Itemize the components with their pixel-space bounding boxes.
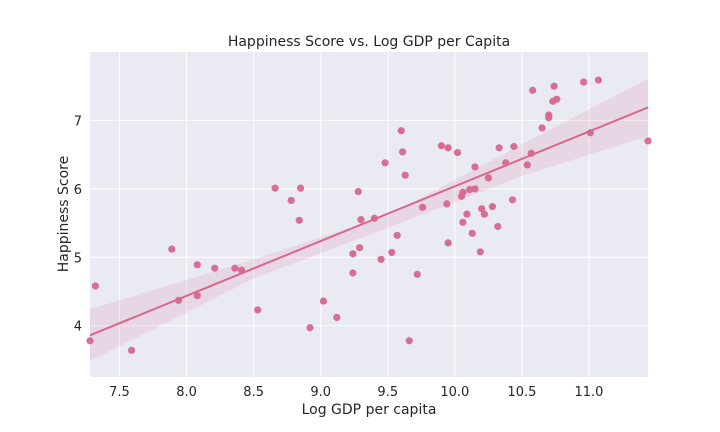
scatter-point <box>580 78 588 86</box>
scatter-point <box>296 184 305 192</box>
y-tick-labels: 4 5 6 7 <box>74 114 82 334</box>
scatter-point <box>381 159 389 167</box>
scatter-point <box>644 137 652 145</box>
scatter-point <box>484 174 492 182</box>
scatter-point <box>193 261 201 269</box>
scatter-point <box>459 188 467 196</box>
scatter-point <box>453 148 462 157</box>
y-axis-label: Happiness Score <box>56 156 72 273</box>
scatter-point <box>287 196 295 205</box>
scatter-point <box>494 222 502 231</box>
scatter-point <box>393 231 401 239</box>
x-axis-label: Log GDP per capita <box>302 402 437 418</box>
y-tick-label: 7 <box>74 114 82 129</box>
confidence-band <box>90 78 648 362</box>
x-tick-label: 8.0 <box>176 385 197 400</box>
scatter-point <box>193 291 201 300</box>
scatter-point <box>419 203 427 211</box>
scatter-point <box>502 159 510 167</box>
scatter-point <box>586 129 594 137</box>
data-points <box>86 76 652 354</box>
x-tick-label: 7.5 <box>109 385 130 400</box>
scatter-point <box>319 297 327 305</box>
scatter-point <box>349 250 357 258</box>
scatter-point <box>468 229 476 237</box>
scatter-point <box>443 200 451 208</box>
scatter-point <box>471 185 479 193</box>
scatter-point <box>211 264 219 272</box>
confidence-band-area <box>90 78 648 362</box>
scatter-point <box>459 218 467 226</box>
scatter-point <box>397 127 405 135</box>
y-tick-label: 4 <box>74 320 82 335</box>
scatter-point <box>405 337 413 345</box>
x-tick-label: 11.0 <box>575 385 604 400</box>
scatter-point <box>86 337 94 345</box>
scatter-point <box>168 245 176 253</box>
scatter-point <box>271 184 279 192</box>
regression-line-path <box>89 106 649 337</box>
x-tick-labels: 7.5 8.0 8.5 9.0 9.5 10.0 10.5 11.0 <box>109 385 603 400</box>
y-tick-label: 5 <box>74 251 82 266</box>
scatter-point <box>471 163 479 171</box>
scatter-point <box>444 239 452 247</box>
scatter-point <box>357 216 365 224</box>
scatter-point <box>508 196 517 204</box>
x-tick-label: 9.0 <box>310 385 331 400</box>
scatter-point <box>127 346 136 354</box>
scatter-point <box>478 205 486 213</box>
scatter-point <box>594 76 602 84</box>
scatter-point <box>370 214 378 222</box>
scatter-point <box>545 114 553 122</box>
scatter-point <box>237 266 246 274</box>
y-tick-label: 6 <box>74 183 82 198</box>
scatter-point <box>333 313 341 322</box>
scatter-point <box>444 144 452 152</box>
scatter-point <box>538 124 546 132</box>
scatter-point <box>527 149 535 157</box>
scatter-point <box>529 86 537 94</box>
scatter-point <box>349 269 357 277</box>
scatter-point <box>413 270 421 278</box>
scatter-point <box>476 248 484 256</box>
regression-line <box>89 106 649 337</box>
scatter-point <box>488 203 497 211</box>
scatter-point <box>553 95 561 103</box>
scatter-point <box>354 187 362 196</box>
scatter-point <box>377 255 385 263</box>
scatter-point <box>463 210 471 218</box>
scatter-point <box>306 324 314 332</box>
x-tick-label: 10.5 <box>507 385 536 400</box>
x-tick-label: 8.5 <box>243 385 264 400</box>
scatter-point <box>480 210 488 218</box>
scatter-point <box>91 282 99 290</box>
scatter-point <box>295 216 303 224</box>
scatter-point <box>398 148 407 156</box>
scatter-point <box>466 185 474 194</box>
scatter-point <box>523 161 531 169</box>
scatter-point <box>495 144 503 152</box>
scatter-point <box>437 142 446 150</box>
scatter-point <box>356 244 364 252</box>
x-tick-label: 9.5 <box>377 385 398 400</box>
scatter-point <box>510 142 518 151</box>
scatter-point <box>388 248 396 257</box>
scatter-point <box>174 296 183 304</box>
x-tick-label: 10.0 <box>440 385 469 400</box>
scatter-point <box>401 171 409 179</box>
plot-background <box>90 52 648 377</box>
chart-title: Happiness Score vs. Log GDP per Capita <box>228 34 510 50</box>
scatter-point <box>254 306 262 314</box>
scatter-point <box>231 264 239 272</box>
scatter-point <box>550 82 558 90</box>
